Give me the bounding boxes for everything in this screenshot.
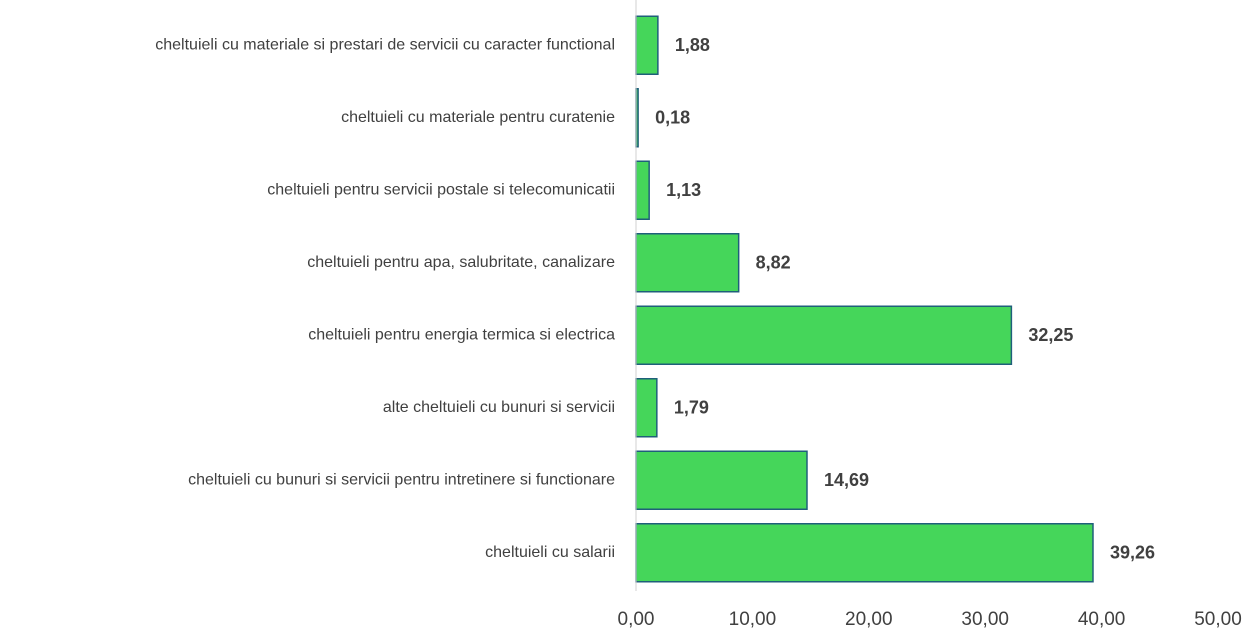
y-tick-label: cheltuieli pentru energia termica si ele… <box>308 326 615 343</box>
x-tick-label: 50,00 <box>1194 609 1242 630</box>
x-tick-label: 40,00 <box>1078 609 1126 630</box>
y-tick-label: alte cheltuieli cu bunuri si servicii <box>383 399 615 416</box>
data-label: 1,79 <box>674 398 709 418</box>
data-label: 1,13 <box>666 180 701 200</box>
y-tick-label: cheltuieli cu salarii <box>485 544 615 561</box>
y-tick-label: cheltuieli pentru apa, salubritate, cana… <box>307 254 615 271</box>
bar <box>635 305 1013 365</box>
data-label: 14,69 <box>824 470 869 490</box>
bar <box>635 15 659 75</box>
data-label: 0,18 <box>655 108 690 128</box>
bar <box>635 378 658 438</box>
data-label: 32,25 <box>1028 325 1073 345</box>
data-label: 8,82 <box>756 253 791 273</box>
bar <box>635 160 650 220</box>
x-tick-label: 10,00 <box>729 609 777 630</box>
x-tick-label: 0,00 <box>618 609 655 630</box>
bar <box>635 450 808 510</box>
y-tick-label: cheltuieli cu materiale si prestari de s… <box>155 36 615 53</box>
y-tick-label: cheltuieli pentru servicii postale si te… <box>267 181 615 198</box>
bar <box>635 523 1094 583</box>
bar <box>635 233 740 293</box>
x-tick-label: 20,00 <box>845 609 893 630</box>
data-label: 1,88 <box>675 35 710 55</box>
data-label: 39,26 <box>1110 543 1155 563</box>
y-tick-label: cheltuieli cu bunuri si servicii pentru … <box>188 471 615 488</box>
x-tick-label: 30,00 <box>961 609 1009 630</box>
y-tick-label: cheltuieli cu materiale pentru curatenie <box>341 109 615 126</box>
